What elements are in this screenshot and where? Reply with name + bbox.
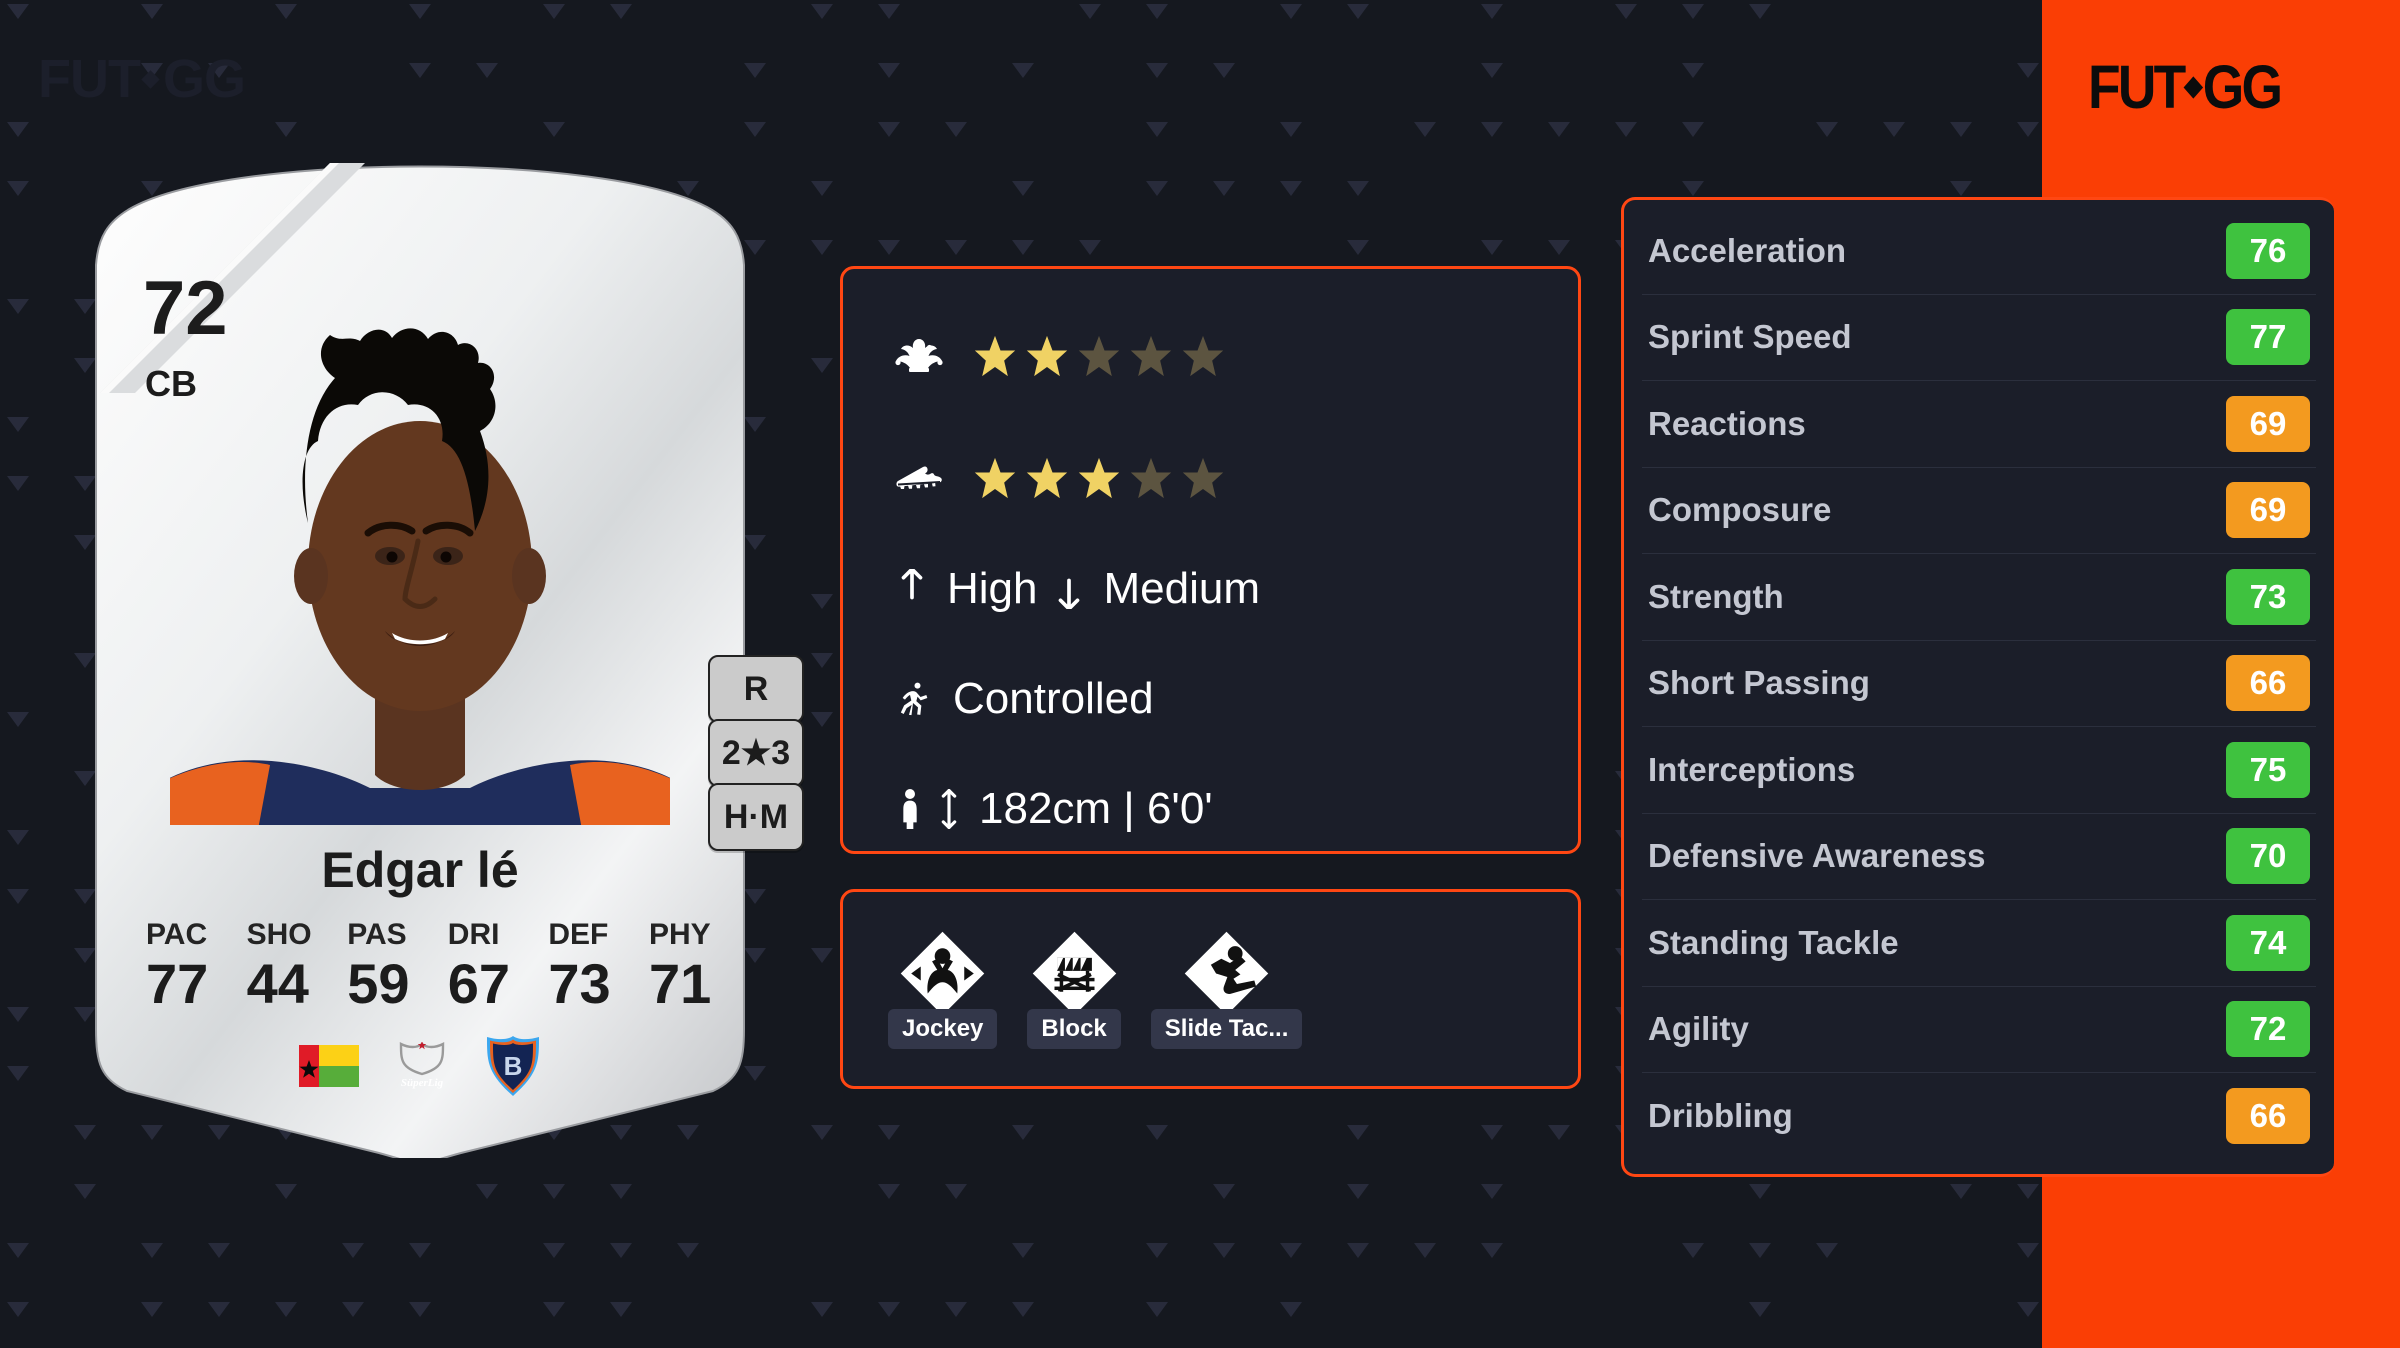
- svg-text:B: B: [504, 1051, 523, 1081]
- svg-text:SüperLig: SüperLig: [401, 1077, 444, 1089]
